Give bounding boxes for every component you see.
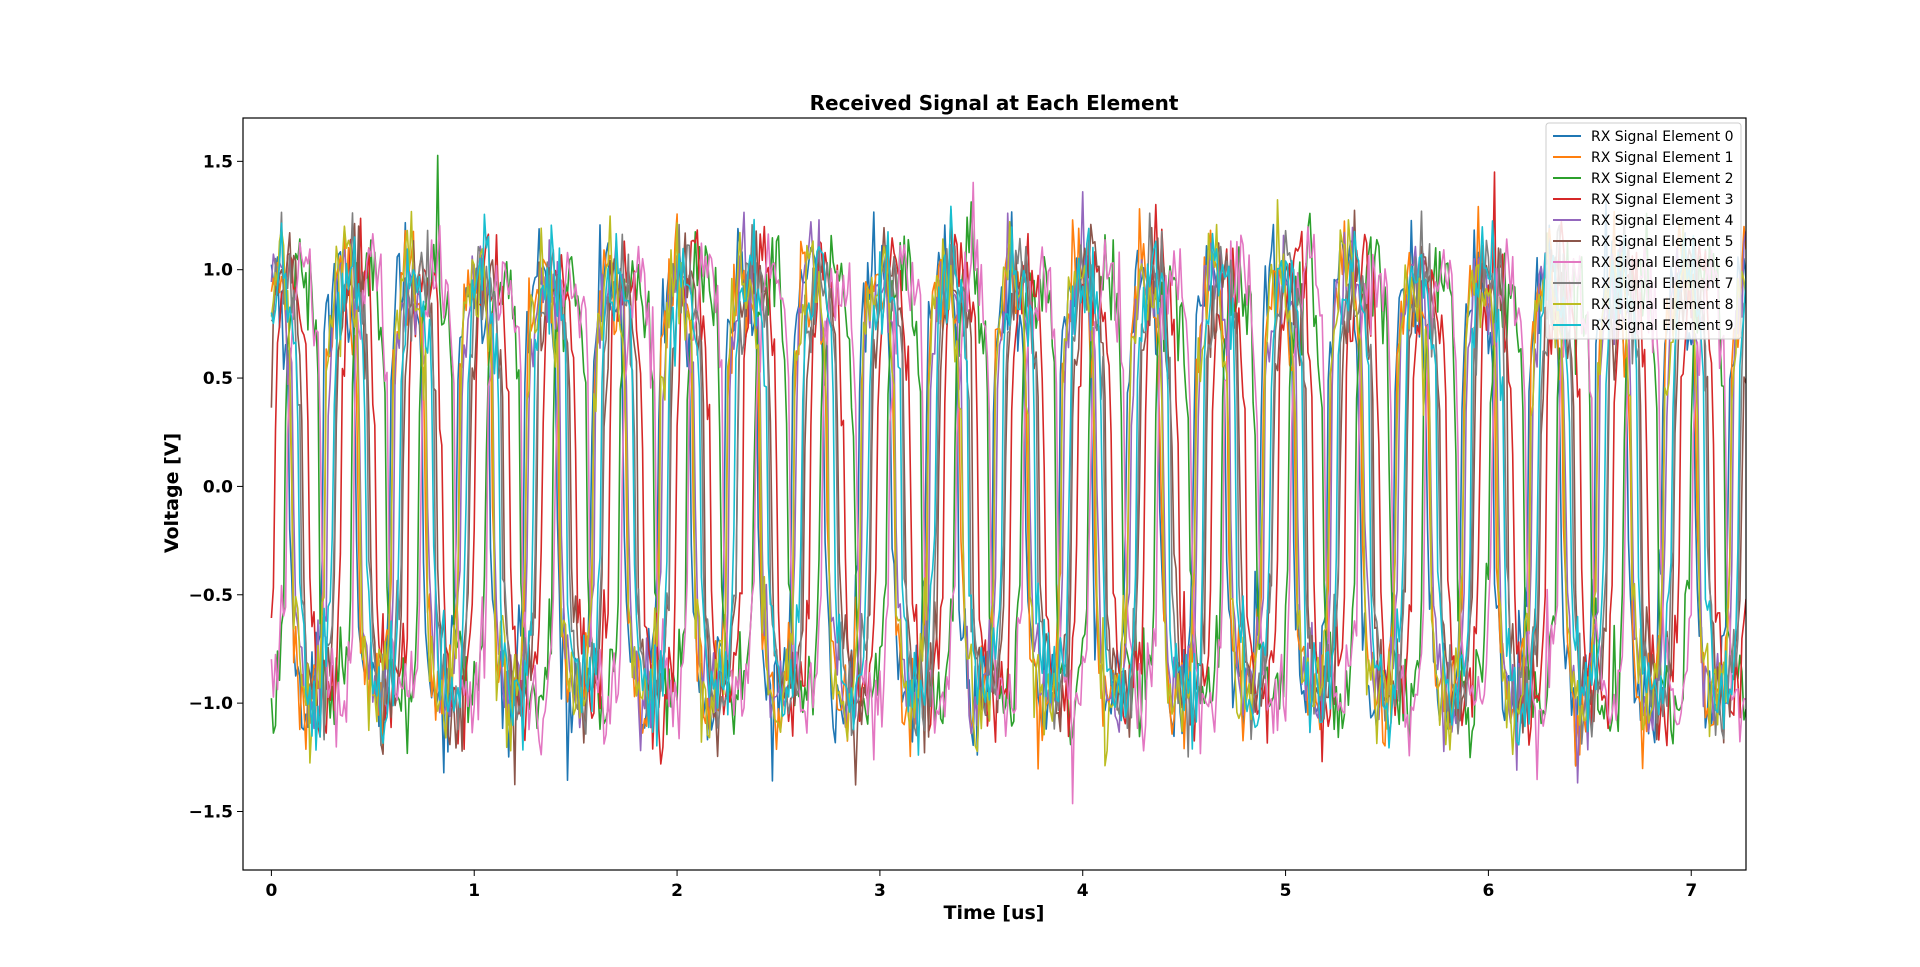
legend-label: RX Signal Element 2	[1591, 171, 1734, 187]
series-line-6	[270, 181, 1746, 805]
legend-label: RX Signal Element 6	[1591, 255, 1734, 271]
x-tick-label: 1	[468, 881, 480, 901]
legend-label: RX Signal Element 8	[1591, 297, 1734, 313]
x-tick-label: 2	[671, 881, 683, 901]
legend-label: RX Signal Element 4	[1591, 213, 1734, 229]
series-lines	[270, 154, 1746, 805]
series-line-7	[270, 210, 1746, 758]
x-tick-label: 7	[1685, 881, 1697, 901]
legend: RX Signal Element 0 RX Signal Element 1 RX…	[1545, 122, 1742, 340]
legend-label: RX Signal Element 5	[1591, 234, 1734, 250]
y-tick-label: 1.0	[203, 261, 233, 281]
y-tick-label: 0.5	[203, 369, 233, 389]
x-tick-label: 4	[1077, 881, 1089, 901]
x-tick-label: 3	[874, 881, 886, 901]
legend-label: RX Signal Element 3	[1591, 192, 1734, 208]
legend-label: RX Signal Element 9	[1591, 318, 1734, 334]
y-axis-label: Voltage [V]	[161, 433, 183, 553]
series-line-8	[270, 199, 1746, 767]
y-tick-label: −1.5	[189, 802, 233, 822]
x-tick-label: 0	[265, 881, 277, 901]
x-axis-label: Time [us]	[944, 902, 1045, 924]
legend-label: RX Signal Element 0	[1591, 129, 1734, 145]
x-tick-label: 6	[1482, 881, 1494, 901]
legend-label: RX Signal Element 1	[1591, 150, 1734, 166]
y-tick-label: 1.5	[203, 152, 233, 172]
y-tick-label: 0.0	[203, 477, 233, 497]
x-tick-label: 5	[1280, 881, 1292, 901]
y-axis-ticks: −1.5 −1.0 −0.5 0.0 0.5 1.0 1.5	[189, 152, 243, 822]
legend-label: RX Signal Element 7	[1591, 276, 1734, 292]
chart-title: Received Signal at Each Element	[810, 91, 1179, 115]
legend-box	[1545, 122, 1742, 340]
y-tick-label: −0.5	[189, 586, 233, 606]
series-line-5	[270, 208, 1746, 786]
x-axis-ticks: 0 1 2 3 4 5 6 7	[265, 870, 1697, 901]
y-tick-label: −1.0	[189, 694, 234, 714]
plot-frame	[242, 117, 1747, 871]
series-line-9	[270, 205, 1746, 756]
